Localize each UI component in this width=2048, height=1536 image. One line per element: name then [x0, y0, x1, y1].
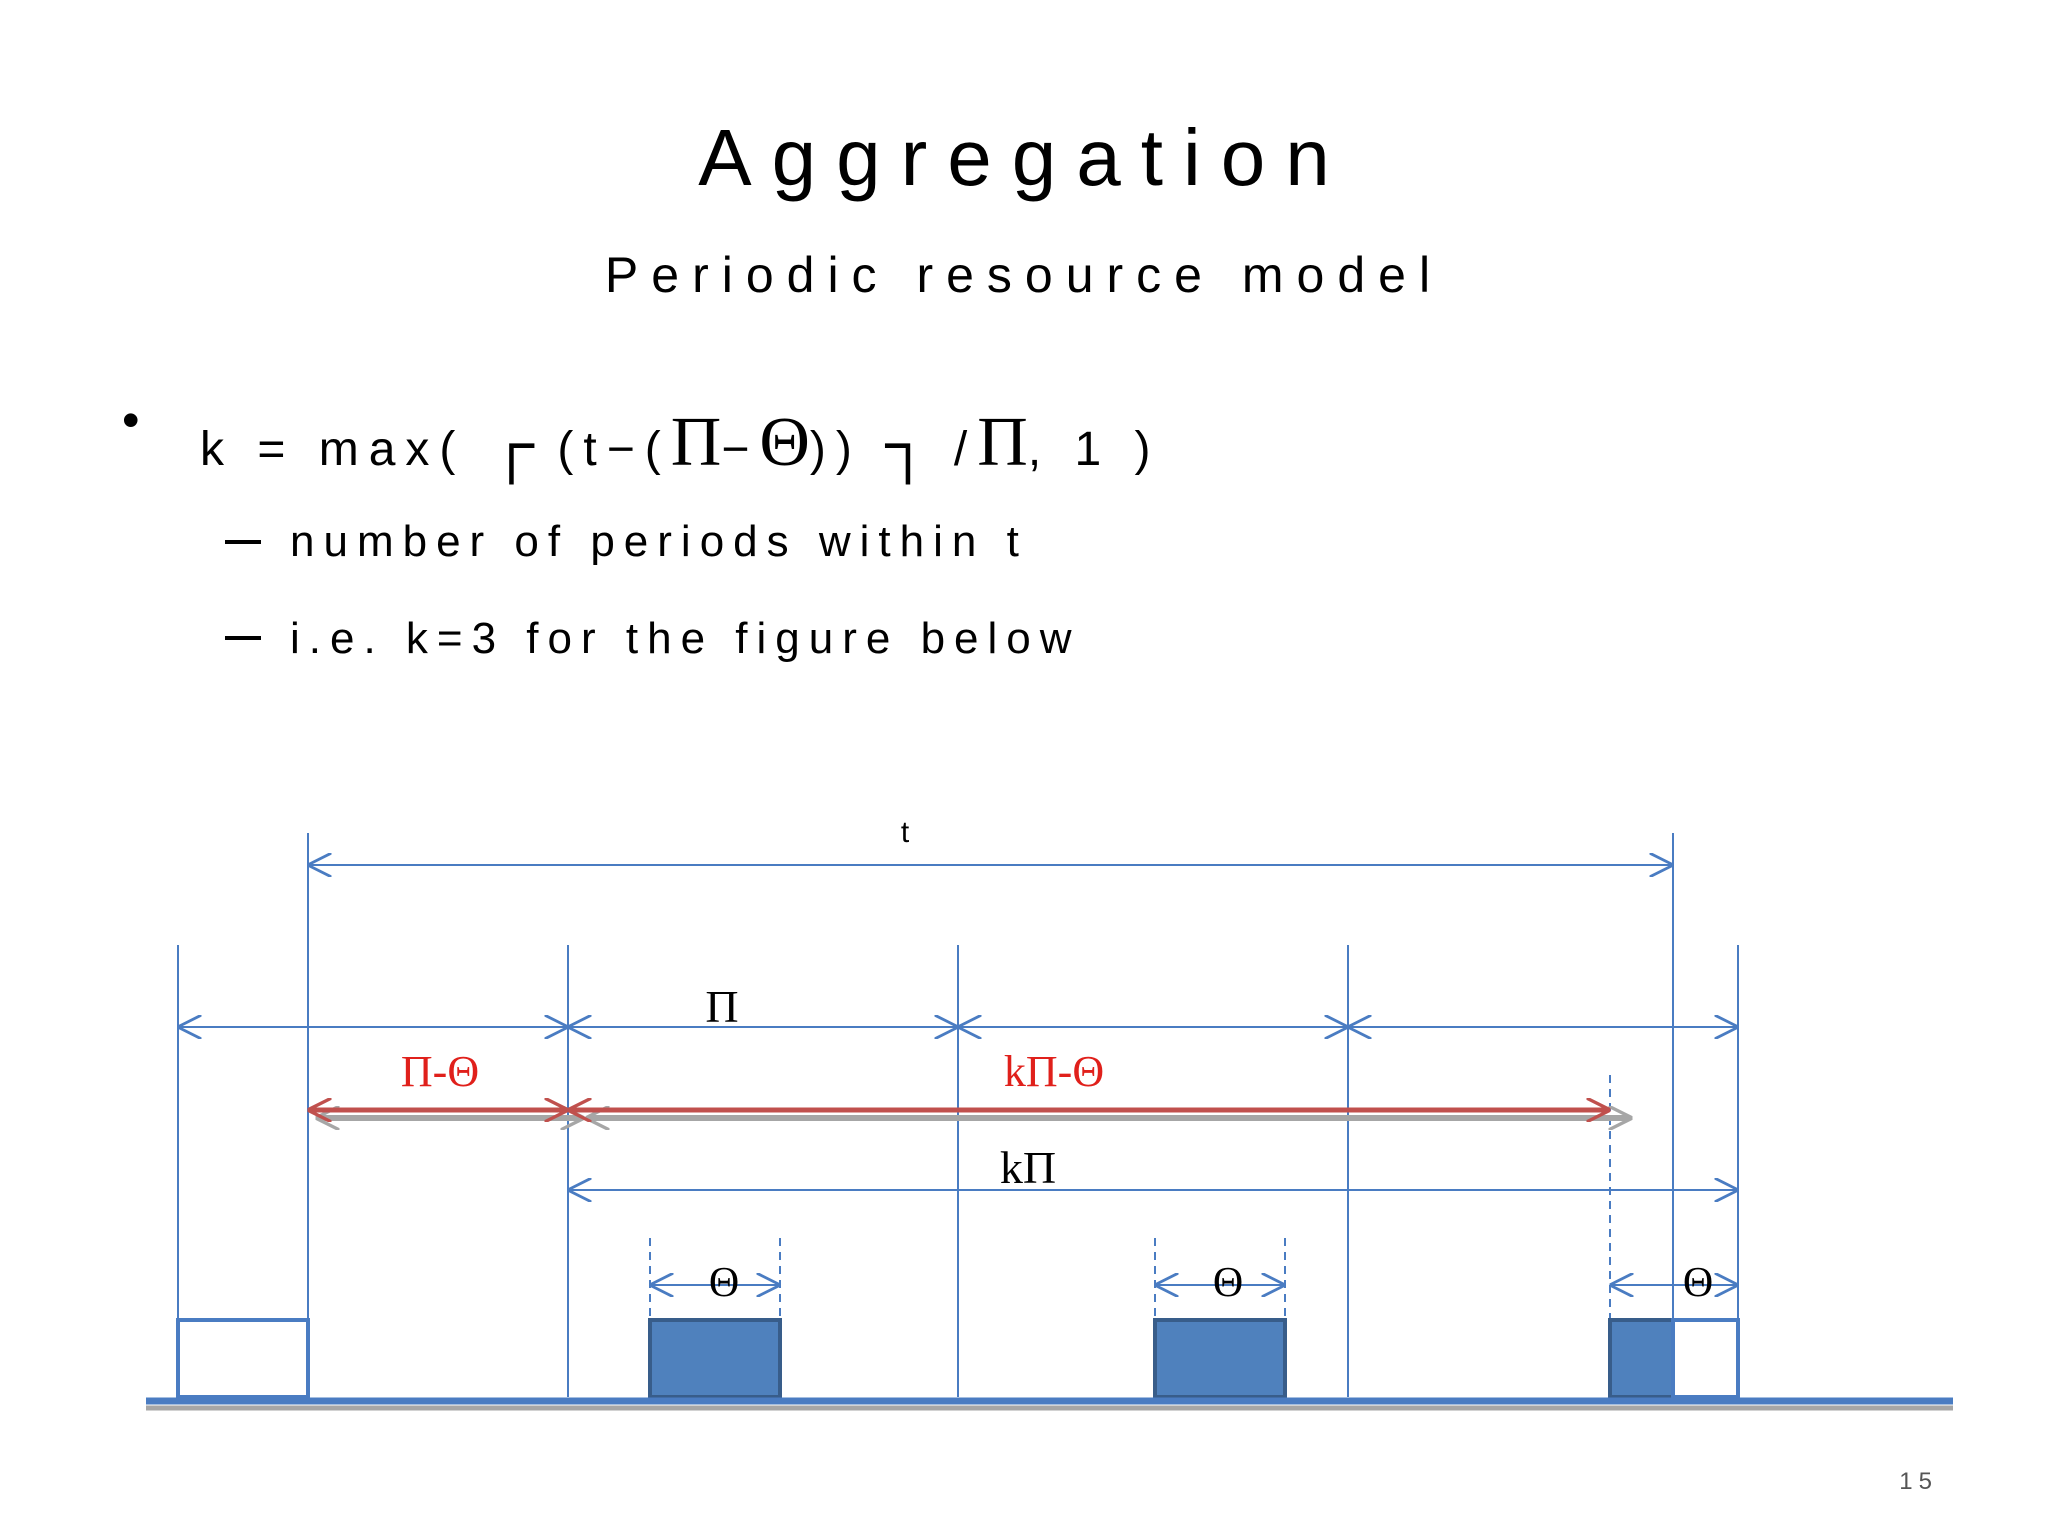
formula-pi2: Π — [977, 404, 1028, 481]
formula-minus: − — [721, 423, 760, 476]
sub-bullet-dash — [225, 540, 261, 544]
supply-block-partial-filled — [1608, 1318, 1675, 1399]
supply-block-filled — [1153, 1318, 1287, 1399]
sub-bullet-example: i.e. k=3 for the figure below — [290, 614, 1081, 663]
slide-title: Aggregation — [698, 113, 1350, 202]
formula-divide: / — [953, 423, 978, 476]
page-number: 15 — [1899, 1468, 1938, 1495]
theta-label-3: Θ — [1683, 1260, 1713, 1306]
formula-suffix: , 1 ) — [1027, 423, 1161, 476]
formula-ceil-right: ┐ — [885, 407, 931, 479]
formula-theta: Θ — [759, 404, 810, 481]
bullet-dot: • — [122, 392, 140, 448]
formula-pi: Π — [670, 404, 722, 481]
formula-prefix: k = max( — [200, 423, 466, 476]
formula-inner-a: (t−( — [557, 423, 671, 476]
slide-subtitle: Periodic resource model — [604, 247, 1444, 303]
supply-block-empty — [176, 1318, 310, 1399]
formula: k = max( ┌ (t−(Π−Θ)) ┐ /Π, 1 ) — [200, 408, 1161, 478]
pi-label: Π — [705, 981, 738, 1032]
supply-block-filled — [648, 1318, 782, 1399]
theta-label-2: Θ — [1213, 1260, 1243, 1306]
k-pi-minus-theta-label: kΠ-Θ — [1004, 1047, 1104, 1096]
sub-bullet-periods: number of periods within t — [290, 517, 1028, 566]
theta-label-1: Θ — [709, 1260, 739, 1306]
pi-minus-theta-label: Π-Θ — [401, 1047, 479, 1096]
supply-block-partial-empty — [1671, 1318, 1740, 1399]
t-label: t — [901, 816, 910, 849]
sub-bullet-dash — [225, 636, 261, 640]
formula-inner-b: )) — [809, 423, 862, 476]
k-pi-label: kΠ — [1000, 1142, 1056, 1193]
formula-ceil-left: ┌ — [488, 407, 535, 479]
